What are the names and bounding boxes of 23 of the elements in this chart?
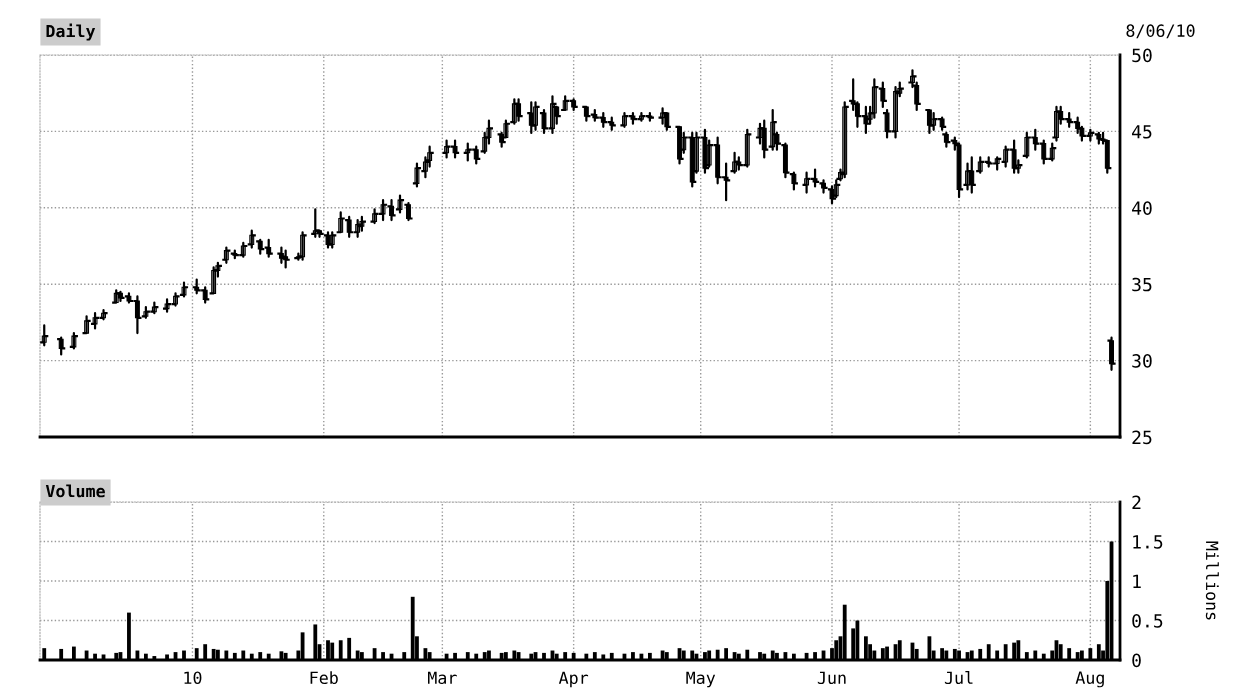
x-tick-label: Mar (428, 671, 457, 685)
chart-title: Volume (45, 484, 105, 498)
chart-title: Daily (46, 23, 96, 41)
x-tick-label: 10 (184, 671, 202, 685)
y-tick-label: 35 (1132, 277, 1152, 292)
x-tick-label: Feb (310, 671, 338, 685)
y-axis-title: Millions (1205, 541, 1219, 620)
x-tick-label: May (686, 671, 716, 688)
text: 8/06/10 (1126, 24, 1195, 39)
x-tick-label: Aug (1075, 671, 1104, 688)
x-tick-label: Jul (944, 671, 973, 685)
y-tick-label: 25 (1132, 430, 1152, 445)
x-tick-label: Jun (817, 671, 846, 685)
y-tick-label: 1.5 (1133, 535, 1163, 549)
y-tick-label: 40 (1132, 201, 1152, 215)
y-tick-label: 30 (1132, 354, 1152, 368)
x-tick-label: Apr (558, 671, 589, 688)
y-tick-label: 0.5 (1132, 614, 1163, 628)
y-tick-label: 2 (1132, 495, 1141, 509)
y-tick-label: 50 (1132, 48, 1152, 63)
y-tick-label: 0 (1132, 653, 1141, 668)
y-tick-label: 1 (1133, 574, 1141, 588)
y-tick-label: 45 (1132, 125, 1152, 139)
